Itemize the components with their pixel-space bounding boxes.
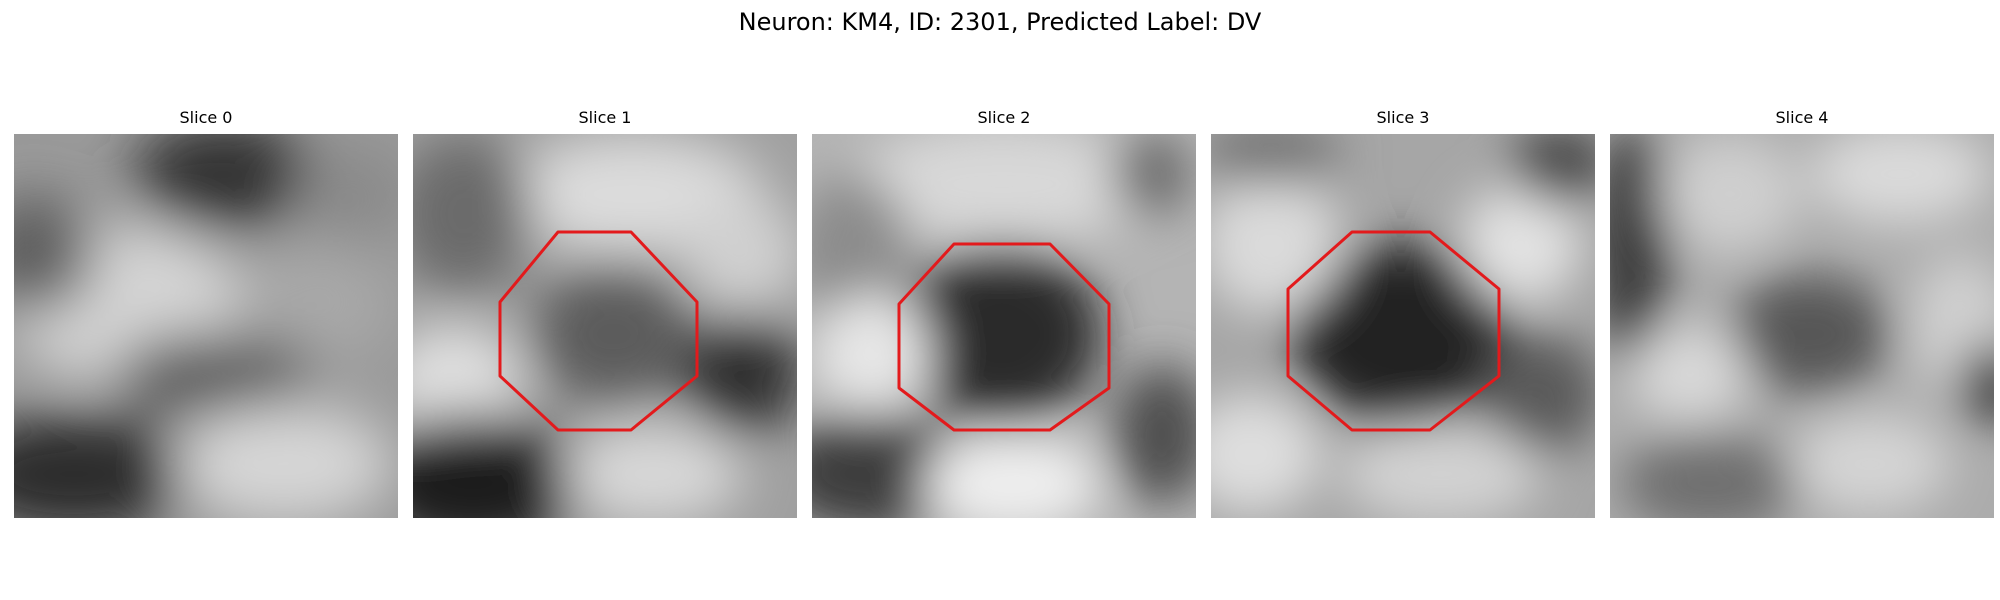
slice-panel-4: Slice 4 xyxy=(1610,108,1994,518)
slice-image-2 xyxy=(812,134,1196,518)
slice-image-0 xyxy=(14,134,398,518)
octagon-outline xyxy=(897,242,1111,432)
slice-title-1: Slice 1 xyxy=(578,108,632,127)
slice-image-3 xyxy=(1211,134,1595,518)
slice-panel-0: Slice 0 xyxy=(14,108,398,518)
slice-panel-3: Slice 3 xyxy=(1211,108,1595,518)
figure-title: Neuron: KM4, ID: 2301, Predicted Label: … xyxy=(738,8,1262,36)
slice-title-2: Slice 2 xyxy=(977,108,1031,127)
slice-image-4 xyxy=(1610,134,1994,518)
slice-title-4: Slice 4 xyxy=(1775,108,1829,127)
octagon-outline xyxy=(498,230,699,432)
slice-panel-1: Slice 1 xyxy=(413,108,797,518)
slice-image-1 xyxy=(413,134,797,518)
octagon-outline xyxy=(1286,230,1501,432)
slice-title-3: Slice 3 xyxy=(1376,108,1430,127)
slice-panel-2: Slice 2 xyxy=(812,108,1196,518)
slice-title-0: Slice 0 xyxy=(179,108,233,127)
